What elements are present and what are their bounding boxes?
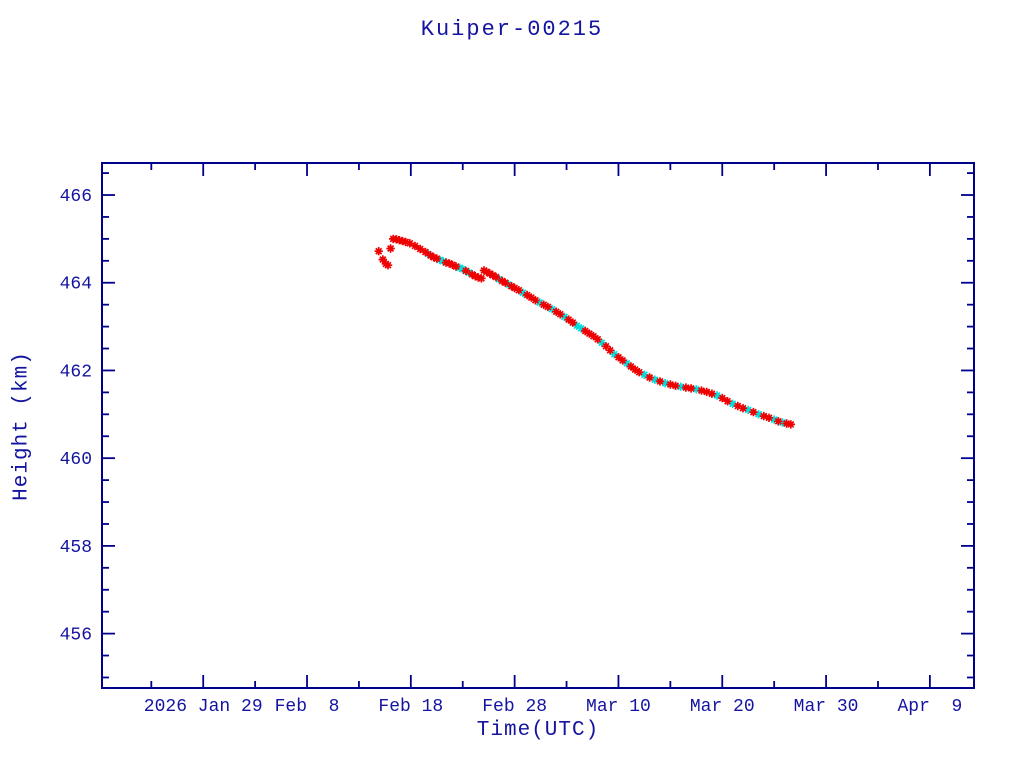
primary-data-markers xyxy=(374,234,795,429)
x-tick-label: Feb 28 xyxy=(482,697,547,717)
x-tick-labels: 2026 Jan 29 Feb 8 Feb 18 Feb 28 Mar 10 Mar 20… xyxy=(144,697,962,717)
x-tick-label: Mar 20 xyxy=(690,697,755,717)
x-tick-label: Mar 30 xyxy=(794,697,859,717)
y-tick-label: 462 xyxy=(60,362,92,382)
chart-title: Kuiper-00215 xyxy=(420,17,604,42)
y-tick-label: 456 xyxy=(60,626,92,646)
x-axis-title: Time(UTC) xyxy=(476,719,600,742)
plot-frame xyxy=(101,162,975,689)
y-tick-label: 460 xyxy=(60,450,92,470)
x-tick-label: Feb 8 xyxy=(275,697,340,717)
x-tick-label: Mar 10 xyxy=(586,697,651,717)
y-tick-label: 458 xyxy=(60,538,92,558)
x-tick-label: Feb 18 xyxy=(378,697,443,717)
axis-ticks xyxy=(102,163,974,688)
y-axis-title-text: Height (km) xyxy=(10,351,34,501)
x-tick-label: Apr 9 xyxy=(897,697,962,717)
y-tick-label: 464 xyxy=(60,275,92,295)
y-tick-label: 466 xyxy=(60,187,92,207)
x-tick-label: 2026 Jan 29 xyxy=(144,697,263,717)
y-tick-labels: 466 464 462 460 458 456 xyxy=(60,187,92,646)
